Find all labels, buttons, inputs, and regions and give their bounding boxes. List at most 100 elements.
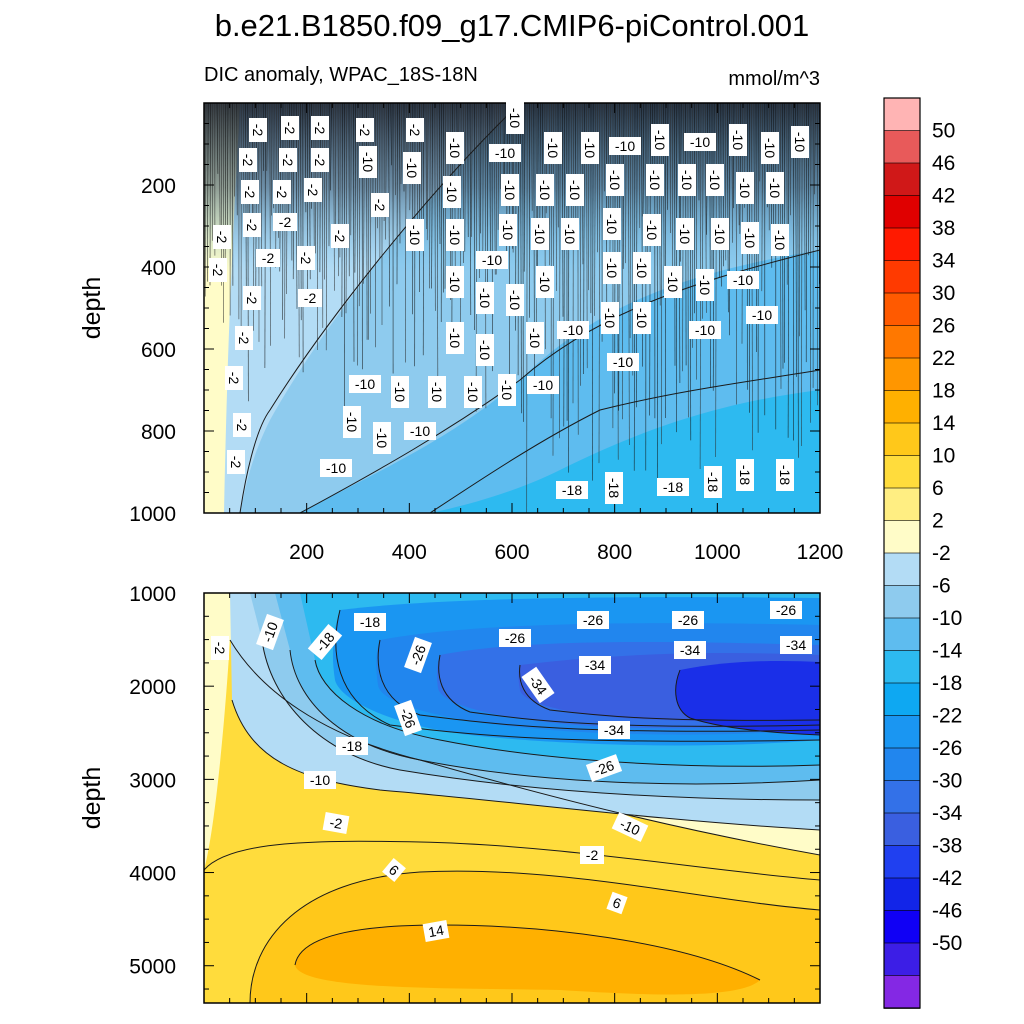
contour-label-box xyxy=(646,164,664,196)
contour-label: -10 xyxy=(343,406,361,438)
contour-label-text: -10 xyxy=(407,225,423,245)
colorbar-swatch xyxy=(883,195,921,229)
upper-contour-labels: -2 -2 -2 -2 -2 -2 -2 -2 -2 -2 -2 -2 -2 -2 -2 -2 -2 -2 -2 -2… xyxy=(209,102,809,504)
contour-label: -10 xyxy=(527,376,559,394)
contour-label: -10 xyxy=(771,224,789,256)
contour-label-text: -10 xyxy=(615,138,635,154)
contour-label-text: -10 xyxy=(677,224,693,244)
contour-label-text: -10 xyxy=(562,224,578,244)
contour-label-text: -10 xyxy=(737,178,753,198)
contour-label: -26 xyxy=(577,611,609,629)
noise-line xyxy=(426,103,429,241)
contour-label-text: -10 xyxy=(652,130,668,150)
contour-label: -10 xyxy=(729,124,747,156)
colorbar-swatch xyxy=(883,422,921,457)
upper-contour-neg10 xyxy=(299,249,820,513)
noise-line xyxy=(642,103,645,217)
contour-label-text: -18 xyxy=(606,478,622,498)
noise-line xyxy=(591,103,594,481)
contour-label-box xyxy=(373,422,391,454)
contour-label-text: -10 xyxy=(482,252,502,268)
colorbar-swatch xyxy=(883,520,921,554)
colorbar-swatch xyxy=(883,227,921,262)
contour-label-text: -10 xyxy=(444,182,460,202)
contour-label-box xyxy=(521,666,555,704)
contour-label: -2 xyxy=(243,213,261,237)
contour-label: -18 xyxy=(657,478,689,496)
noise-line xyxy=(316,103,319,351)
chart-title: b.e21.B1850.f09_g17.CMIP6-piControl.001 xyxy=(215,8,810,43)
contour-label-box xyxy=(605,472,623,504)
noise-line xyxy=(353,103,355,362)
contour-label-box xyxy=(233,413,251,437)
contour-label-box xyxy=(256,249,280,267)
lower-field xyxy=(204,593,820,1003)
contour-label: -10 xyxy=(349,375,381,393)
contour-label: -2 xyxy=(241,180,259,204)
contour-label-text: -10 xyxy=(634,308,650,328)
contour-label: -2 xyxy=(239,148,257,172)
contour-label-box xyxy=(359,146,377,178)
contour-label: -10 xyxy=(446,266,464,298)
contour-label-box xyxy=(322,812,350,834)
colorbar-label: 26 xyxy=(932,315,955,338)
contour-label-box xyxy=(581,132,599,164)
colorbar-label: 6 xyxy=(932,477,944,500)
contour-label-text: -2 xyxy=(312,154,328,167)
noise-line xyxy=(628,103,630,446)
contour-label-box xyxy=(633,302,651,334)
colorbar-label: 50 xyxy=(932,120,955,143)
contour-label: -2 xyxy=(406,118,424,142)
contour-label-box xyxy=(736,459,754,491)
contour-label-box xyxy=(343,406,361,438)
contour-label-text: -26 xyxy=(592,757,617,779)
contour-label-box xyxy=(428,376,446,408)
contour-label: -18 xyxy=(354,613,386,631)
noise-line xyxy=(325,103,328,351)
contour-label-text: -10 xyxy=(772,230,788,250)
contour-label: -10 xyxy=(320,459,352,477)
contour-label: -10 xyxy=(791,126,809,158)
contour-label-text: -10 xyxy=(545,138,561,158)
contour-label-text: -10 xyxy=(742,228,758,248)
contour-label-text: -26 xyxy=(678,612,698,628)
contour-label: -10 xyxy=(651,124,669,156)
contour-label: -10 xyxy=(561,218,579,250)
colorbar-swatch xyxy=(883,747,921,782)
colorbar-label: -50 xyxy=(932,932,962,955)
contour-label-box xyxy=(566,174,584,206)
noise-line xyxy=(759,103,761,182)
contour-label-box xyxy=(239,148,257,172)
contour-label-text: -10 xyxy=(690,134,710,150)
contour-label-box xyxy=(273,180,291,204)
contour-label-box xyxy=(601,302,619,334)
lower-contour-lines xyxy=(204,609,820,1003)
noise-line xyxy=(469,103,472,316)
contour-label-box xyxy=(606,891,628,915)
contour-label-text: -2 xyxy=(279,214,292,230)
contour-label-text: -2 xyxy=(282,122,298,135)
noise-line xyxy=(464,103,466,252)
colorbar-swatch xyxy=(883,682,921,717)
contour-label: -2 xyxy=(298,289,322,307)
contour-label: -10 xyxy=(406,219,424,251)
noise-line xyxy=(366,103,368,340)
contour-label-box xyxy=(791,126,809,158)
contour-label: -18 xyxy=(736,459,754,491)
contour-label-box xyxy=(464,376,482,408)
contour-label-box xyxy=(579,656,611,674)
contour-label: -34 xyxy=(780,636,812,654)
contour-label: -2 xyxy=(580,846,604,864)
colorbar-label: 34 xyxy=(932,250,956,273)
contour-label: -10 xyxy=(761,132,779,164)
contour-label-text: -10 xyxy=(647,170,663,190)
y-tick-label: 3000 xyxy=(129,769,176,792)
contour-label-box xyxy=(256,613,284,651)
colorbar-swatch xyxy=(883,650,921,684)
contour-label: -10 xyxy=(566,174,584,206)
contour-label: -18 xyxy=(776,459,794,491)
lower-y-axis-title: depth xyxy=(78,767,106,830)
contour-label-text: -10 xyxy=(495,145,515,161)
contour-label-box xyxy=(674,641,706,659)
contour-label: -2 xyxy=(209,258,227,282)
